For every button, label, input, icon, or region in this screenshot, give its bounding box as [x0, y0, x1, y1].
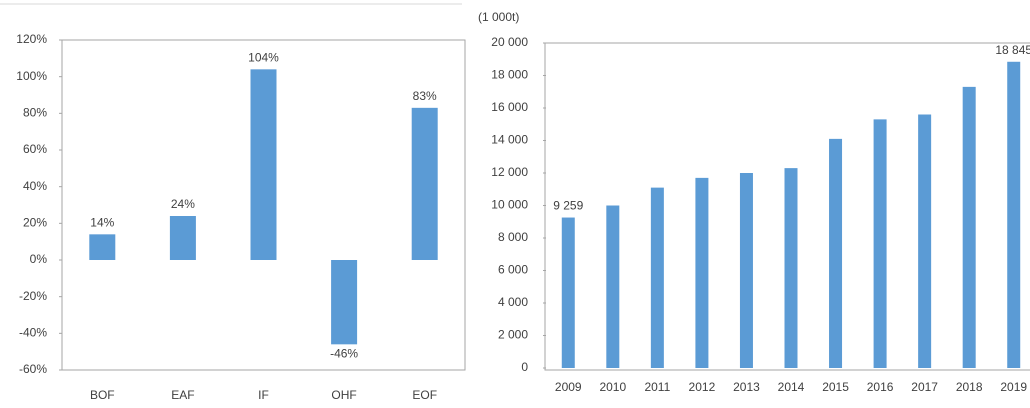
y-tick-label: 20 000 [491, 35, 528, 49]
bar [411, 107, 438, 260]
data-label: 14% [90, 216, 114, 230]
y-tick-label: 60% [23, 142, 47, 156]
y-tick-label: 18 000 [491, 68, 528, 82]
y-tick-label: 40% [23, 179, 47, 193]
y-tick-label: -60% [19, 362, 47, 376]
y-tick-label: -40% [19, 326, 47, 340]
data-label: 9 259 [553, 199, 583, 213]
bar [169, 216, 196, 260]
y-tick-label: 100% [16, 69, 47, 83]
x-tick-label: 2011 [644, 380, 670, 394]
bar [784, 168, 798, 368]
y-tick-label: 20% [23, 216, 47, 230]
x-tick-label: 2016 [867, 380, 894, 394]
y-tick-label: 6 000 [498, 263, 528, 277]
y-tick-label: 4 000 [498, 295, 528, 309]
x-tick-label: 2018 [956, 380, 983, 394]
x-tick-label: 2014 [778, 380, 805, 394]
bar [250, 69, 277, 260]
bar [650, 187, 664, 368]
bar [873, 119, 887, 368]
y-tick-label: 80% [23, 106, 47, 120]
bar [918, 114, 932, 368]
y-tick-label: -20% [19, 289, 47, 303]
bar [829, 138, 843, 368]
y-tick-label: 0% [30, 252, 48, 266]
x-tick-label: 2010 [599, 380, 626, 394]
bar [331, 260, 358, 345]
x-tick-label: 2013 [733, 380, 760, 394]
x-tick-label: BOF [90, 388, 115, 402]
bar [1007, 61, 1021, 369]
y-tick-label: 0 [521, 360, 528, 374]
data-label: 24% [171, 197, 195, 211]
y-tick-label: 12 000 [491, 165, 528, 179]
y-tick-label: 2 000 [498, 328, 528, 342]
x-tick-label: 2009 [555, 380, 582, 394]
x-tick-label: 2015 [822, 380, 849, 394]
y-tick-label: 16 000 [491, 100, 528, 114]
x-tick-label: 2017 [911, 380, 938, 394]
x-tick-label: IF [258, 388, 269, 402]
x-tick-label: EOF [412, 388, 437, 402]
x-tick-label: EAF [171, 388, 194, 402]
y-tick-label: 14 000 [491, 133, 528, 147]
x-tick-label: 2019 [1000, 380, 1027, 394]
data-label: -46% [330, 347, 358, 361]
y-tick-label: 8 000 [498, 230, 528, 244]
bar [606, 205, 620, 368]
data-label: 104% [248, 51, 279, 65]
bar [962, 86, 976, 368]
y-tick-label: 120% [16, 32, 47, 46]
data-label: 83% [413, 89, 437, 103]
y-axis-label: (1 000t) [478, 10, 519, 24]
y-tick-label: 10 000 [491, 198, 528, 212]
plot-frame [61, 39, 466, 371]
bar [89, 234, 116, 260]
x-tick-label: 2012 [689, 380, 716, 394]
data-label: 18 845 [995, 43, 1030, 57]
plot-frame [544, 42, 1030, 371]
x-tick-label: OHF [331, 388, 356, 402]
bar [561, 217, 575, 368]
bar [739, 173, 753, 368]
bar [695, 177, 709, 368]
